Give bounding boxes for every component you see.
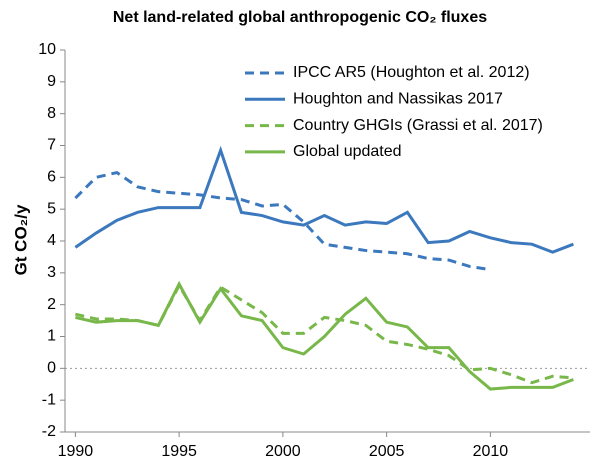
y-tick-label: 8 (47, 105, 56, 122)
y-axis-label: Gt CO₂/y (11, 204, 30, 275)
series-line (74, 170, 491, 272)
x-tick-label: 1995 (161, 443, 197, 460)
y-tick-label: 4 (47, 232, 56, 249)
legend-label: Global updated (293, 143, 402, 160)
legend-label: IPCC AR5 (Houghton et al. 2012) (293, 64, 530, 81)
y-tick-label: 3 (47, 264, 56, 281)
x-tick-label: 2005 (369, 443, 405, 460)
legend-label: Country GHGIs (Grassi et al. 2017) (293, 117, 543, 134)
series-line (75, 280, 574, 391)
y-tick-label: 2 (47, 296, 56, 313)
y-tick-label: 1 (47, 328, 56, 345)
x-tick-label: 1990 (58, 443, 94, 460)
legend-label: Houghton and Nassikas 2017 (293, 91, 503, 108)
x-tick-label: 2000 (265, 443, 301, 460)
series-line (74, 145, 574, 254)
y-tick-label: 0 (47, 360, 56, 377)
chart-title: Net land-related global anthropogenic CO… (113, 9, 487, 26)
y-tick-label: 10 (38, 41, 56, 58)
y-tick-label: 5 (47, 200, 56, 217)
x-tick-label: 2010 (473, 443, 509, 460)
y-tick-label: 9 (47, 73, 56, 90)
y-tick-label: -2 (42, 423, 56, 440)
y-tick-label: 7 (47, 137, 56, 154)
y-tick-label: -1 (42, 391, 56, 408)
series-line (75, 282, 574, 385)
y-tick-label: 6 (47, 169, 56, 186)
